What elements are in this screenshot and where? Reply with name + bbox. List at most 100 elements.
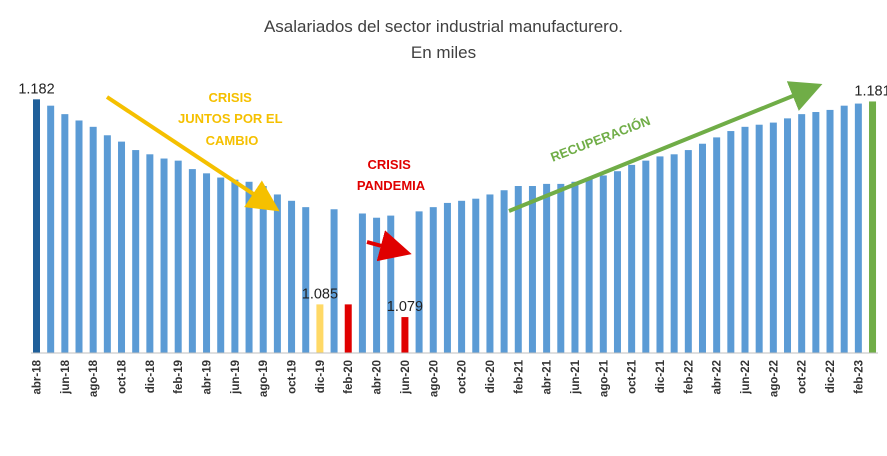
- bar-mar-21: [528, 186, 536, 353]
- x-tick-abr-18: abr-18: [32, 359, 44, 394]
- bar-dic-22: [826, 109, 834, 353]
- bar-sep-20: [443, 202, 451, 353]
- bar-ene-22: [670, 154, 678, 353]
- bar-abr-22: [713, 137, 721, 353]
- crisis-cambio-line-1: CRISIS: [209, 90, 253, 105]
- chart-title: Asalariados del sector industrial manufa…: [0, 14, 887, 66]
- bar-may-18: [47, 105, 55, 354]
- bar-oct-18: [118, 141, 126, 353]
- recuperacion-arrow: [508, 81, 823, 213]
- x-tick-feb-20: feb-20: [343, 360, 355, 394]
- bar-abr-19: [203, 173, 211, 353]
- data-label-abr-18: 1.182: [18, 81, 54, 97]
- bar-jun-18: [61, 114, 69, 353]
- bar-ago-19: [259, 186, 267, 353]
- bar-ago-22: [769, 122, 777, 353]
- x-tick-abr-21: abr-21: [542, 359, 554, 394]
- pandemia-label: CRISIS PANDEMIA: [357, 157, 426, 193]
- bar-nov-18: [132, 150, 140, 353]
- x-tick-oct-22: oct-22: [797, 360, 809, 394]
- crisis-cambio-label: CRISIS JUNTOS POR EL CAMBIO: [178, 90, 286, 148]
- bar-ago-21: [599, 175, 607, 353]
- bar-nov-19: [302, 207, 310, 353]
- x-tick-ago-19: ago-19: [258, 360, 270, 397]
- x-tick-oct-20: oct-20: [457, 360, 469, 394]
- x-tick-jun-20: jun-20: [400, 360, 412, 395]
- bar-may-20: [387, 215, 395, 353]
- bar-mar-22: [698, 143, 706, 353]
- bar-ene-19: [160, 158, 168, 353]
- x-tick-ago-18: ago-18: [88, 359, 100, 397]
- bar-jun-22: [741, 126, 749, 353]
- chart-title-line: Asalariados del sector industrial manufa…: [263, 17, 624, 36]
- bar-ene-20: [330, 209, 338, 353]
- x-tick-feb-21: feb-21: [513, 359, 525, 393]
- x-tick-ago-20: ago-20: [428, 360, 440, 397]
- chart-subtitle: En miles: [410, 43, 477, 62]
- x-tick-ago-22: ago-22: [768, 360, 780, 397]
- bar-abr-21: [543, 183, 551, 353]
- x-tick-oct-19: oct-19: [287, 360, 299, 394]
- x-tick-jun-21: jun-21: [570, 359, 582, 394]
- bar-jul-20: [415, 211, 423, 353]
- x-tick-feb-23: feb-23: [853, 360, 865, 394]
- bar-ene-21: [500, 190, 508, 353]
- bar-nov-22: [812, 112, 820, 354]
- bar-feb-19: [174, 160, 182, 353]
- bar-ago-20: [429, 207, 437, 353]
- pandemia-line-2: PANDEMIA: [357, 178, 426, 193]
- bar-oct-21: [628, 164, 636, 353]
- x-tick-oct-21: oct-21: [627, 359, 639, 393]
- data-label-jun-20: 1.079: [387, 299, 423, 315]
- bar-feb-21: [514, 186, 522, 353]
- crisis-cambio-arrow: [105, 95, 280, 212]
- bar-abr-20: [373, 217, 381, 353]
- x-tick-dic-20: dic-20: [485, 360, 497, 393]
- x-tick-dic-21: dic-21: [655, 359, 667, 393]
- bar-dic-21: [656, 156, 664, 353]
- bar-may-19: [217, 177, 225, 353]
- bar-ene-23: [840, 105, 848, 354]
- bar-mar-19: [188, 169, 196, 353]
- bar-jun-19: [231, 179, 239, 353]
- x-tick-jun-18: jun-18: [60, 359, 72, 394]
- bar-series: [33, 99, 877, 354]
- bar-sep-18: [103, 135, 111, 353]
- x-tick-dic-18: dic-18: [145, 359, 157, 393]
- crisis-cambio-line-2: JUNTOS POR EL: [178, 111, 283, 126]
- x-tick-feb-22: feb-22: [683, 360, 695, 394]
- x-tick-oct-18: oct-18: [117, 359, 129, 393]
- bar-sep-21: [613, 171, 621, 353]
- bar-may-22: [727, 131, 735, 353]
- bar-oct-19: [288, 200, 296, 353]
- x-tick-jun-19: jun-19: [230, 360, 242, 395]
- bar-jul-19: [245, 181, 253, 353]
- bar-dic-20: [486, 194, 494, 353]
- bar-oct-20: [458, 200, 466, 353]
- x-tick-feb-19: feb-19: [173, 360, 185, 394]
- x-tick-dic-22: dic-22: [825, 360, 837, 393]
- recuperacion-label: RECUPERACIÓN: [548, 113, 652, 165]
- x-tick-abr-19: abr-19: [202, 360, 214, 395]
- bar-feb-23: [854, 103, 862, 353]
- bar-sep-19: [273, 194, 281, 353]
- bar-may-21: [557, 183, 565, 353]
- bar-nov-20: [472, 198, 480, 353]
- bar-jul-18: [75, 120, 83, 353]
- bar-jul-22: [755, 124, 763, 354]
- bar-abr-18: [33, 99, 40, 353]
- bar-dic-18: [146, 154, 154, 353]
- crisis-cambio-line-3: CAMBIO: [206, 133, 259, 148]
- bar-jun-21: [571, 181, 579, 353]
- bar-feb-22: [684, 150, 692, 353]
- bar-mar-23: [869, 101, 877, 354]
- x-tick-jun-22: jun-22: [740, 360, 752, 395]
- pandemia-arrow: [366, 230, 412, 262]
- x-axis-tick-labels: abr-18 jun-18 ago-18 oct-18 dic-18 feb-19 abr-…: [32, 359, 866, 397]
- pandemia-line-1: CRISIS: [368, 157, 412, 172]
- bar-feb-20: [344, 304, 352, 353]
- bar-nov-21: [642, 160, 650, 353]
- x-tick-abr-22: abr-22: [712, 360, 724, 395]
- x-tick-ago-21: ago-21: [598, 359, 610, 397]
